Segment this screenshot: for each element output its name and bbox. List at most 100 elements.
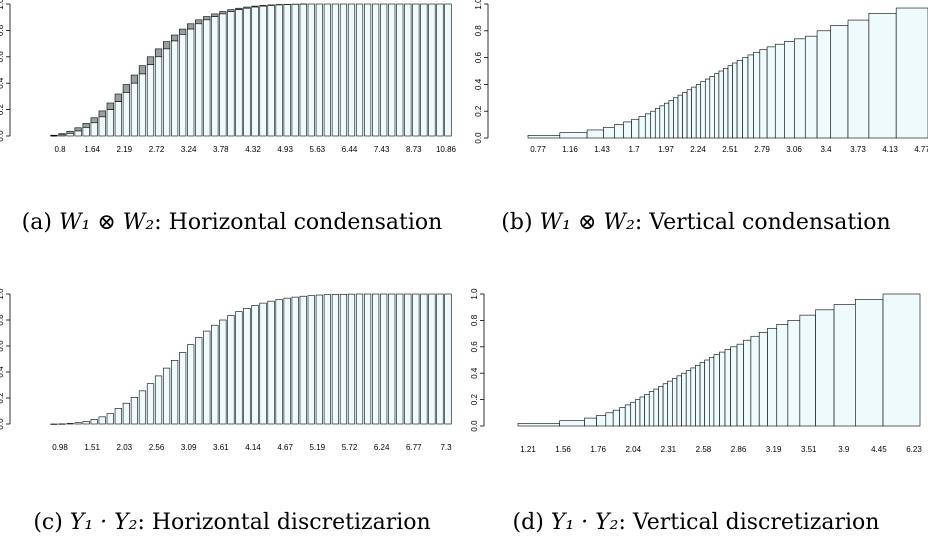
chart-c-bar [372, 293, 380, 425]
chart-a-bar [66, 133, 74, 137]
chart-a-bar-upper [211, 13, 219, 17]
chart-d-bar [708, 357, 715, 427]
chart-a-bar [363, 3, 372, 137]
chart-c-x-tick-label: 6.24 [374, 443, 390, 452]
chart-a-bar [138, 73, 147, 137]
chart-a-bar [444, 3, 452, 137]
chart-c-bar [82, 421, 90, 425]
chart-c-bar [130, 397, 139, 425]
chart-a-bar [203, 19, 211, 137]
chart-b-bar [718, 70, 724, 139]
chart-a-x-tick-label: 8.73 [406, 145, 422, 154]
chart-a-bar [396, 3, 404, 137]
chart-a-bar [106, 109, 114, 137]
chart-d-x-tick-label: 3.19 [766, 445, 782, 454]
chart-c-bar [388, 293, 396, 425]
chart-b-bar [644, 113, 652, 139]
chart-d-bar [635, 399, 641, 427]
chart-b-bar [559, 132, 588, 139]
chart-d-bar [630, 401, 636, 427]
chart-a-bar-upper [138, 65, 147, 75]
chart-d-bar [833, 304, 856, 427]
chart-d-bar [704, 359, 710, 427]
chart-c-bar [90, 419, 98, 425]
chart-d-bar [517, 423, 560, 427]
chart-a-bar [323, 3, 331, 137]
chart-c-bar [380, 293, 388, 425]
chart-b-y-tick-label: 0.4 [474, 78, 483, 90]
chart-c-bar [267, 300, 275, 425]
caption-a-text: : Horizontal condensation [154, 210, 443, 235]
caption-b: (b) W₁ ⊗ W₂: Vertical condensation [464, 210, 928, 235]
chart-c-bar [219, 319, 227, 425]
chart-a-bar [420, 3, 428, 137]
chart-c-x-tick-label: 5.72 [342, 443, 358, 452]
chart-d-bar [882, 293, 921, 427]
chart-c-bar [106, 413, 114, 425]
caption-b-math: W₁ ⊗ W₂ [539, 210, 635, 235]
chart-c-bar [428, 293, 436, 425]
caption-d-prefix: (d) [512, 510, 551, 535]
chart-c-x-tick-label: 2.03 [117, 443, 133, 452]
chart-a-bar [339, 3, 348, 137]
chart-d-bar [644, 394, 650, 427]
chart-b-x-tick-label: 0.77 [530, 145, 546, 154]
chart-c-bar [331, 294, 340, 425]
chart-c-bar [404, 293, 412, 425]
chart-b-bar [847, 19, 870, 139]
chart-c-bar [138, 390, 147, 425]
chart-a-bar [74, 130, 82, 137]
chart-c-bar [412, 293, 420, 425]
chart-c-bar [315, 294, 323, 425]
chart-d-bar [685, 370, 692, 427]
caption-b-text: : Vertical condensation [634, 210, 891, 235]
chart-d-y-tick-label: 0.0 [470, 420, 479, 432]
chart-a-bar [122, 92, 130, 137]
chart-b-bar [664, 102, 670, 139]
chart-a-bar [130, 82, 139, 137]
caption-c: (c) Y₁ · Y₂: Horizontal discretizarion [0, 510, 464, 535]
chart-d-bar [695, 364, 701, 427]
chart-d: 0.0 0.2 0.4 0.6 0.8 1.0 1.21 1.56 1.76 2.04 2.31 2.… [470, 288, 922, 454]
chart-a-bar [235, 9, 243, 137]
chart-b-x-tick-label: 3.73 [850, 145, 866, 154]
chart-b-bar [747, 54, 754, 139]
chart-c-bar [283, 297, 291, 425]
chart-d-x-tick-label: 2.31 [661, 445, 677, 454]
chart-b-bar [759, 49, 768, 139]
chart-d-x-tick-label: 3.9 [838, 445, 850, 454]
chart-a-x-tick-label: 6.44 [342, 145, 358, 154]
chart-b-x-tick-label: 2.79 [754, 145, 770, 154]
chart-c-bar [74, 422, 82, 425]
chart-b-bar [686, 89, 692, 139]
chart-b-bar [714, 73, 720, 139]
chart-a-bar [90, 122, 98, 137]
chart-c-x-tick-label: 4.67 [277, 443, 293, 452]
chart-c-bar [122, 402, 130, 425]
chart-d-bar [750, 335, 760, 427]
caption-d: (d) Y₁ · Y₂: Vertical discretizarion [464, 510, 928, 535]
chart-b-y-tick-label: 0.8 [474, 25, 483, 37]
chart-a-bar [162, 48, 171, 137]
chart-d-bar [658, 386, 664, 427]
chart-d-x-tick-label: 1.76 [590, 445, 606, 454]
chart-a-bar [267, 5, 275, 137]
chart-a-x-tick-label: 10.86 [436, 145, 457, 154]
chart-d-bar [596, 415, 607, 427]
chart-d-bar [624, 404, 632, 427]
caption-a: (a) W₁ ⊗ W₂: Horizontal condensation [0, 210, 464, 235]
caption-d-text: : Vertical discretizarion [618, 510, 880, 535]
chart-d-bar [855, 298, 884, 427]
chart-a-x-tick-label: 1.64 [84, 145, 100, 154]
chart-d-bar [612, 409, 620, 427]
chart-d-bar [736, 343, 744, 427]
chart-c-bar [195, 337, 203, 425]
chart-b-bar [623, 121, 632, 139]
chart-b-bar [677, 94, 683, 139]
chart-a-bar-upper [90, 117, 98, 124]
chart-c-bar [444, 293, 452, 425]
chart-a-bar-upper [154, 48, 163, 58]
chart-b-bar [830, 25, 849, 139]
chart-a-bar [291, 3, 299, 137]
chart-c-x-tick-label: 1.51 [84, 443, 100, 452]
